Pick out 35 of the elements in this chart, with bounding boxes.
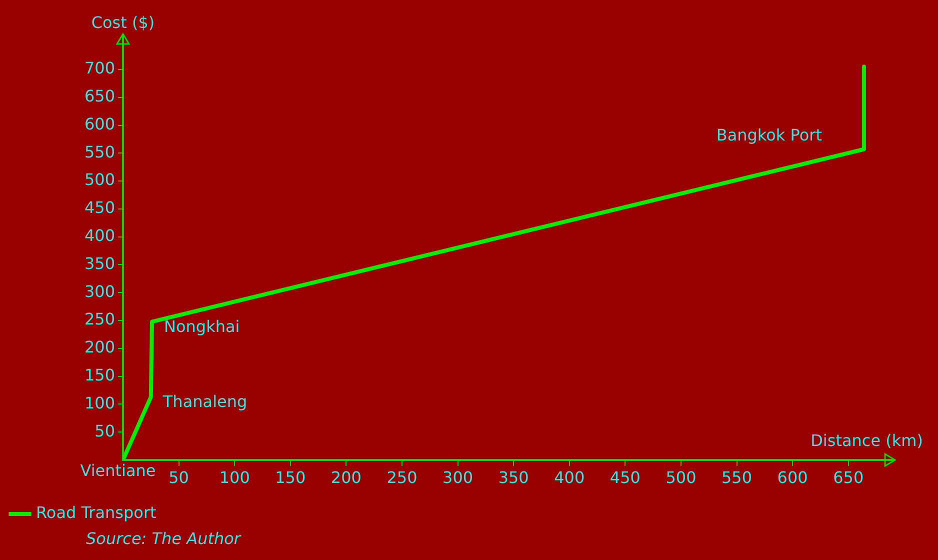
x-tick-label: 500 (666, 468, 696, 487)
legend-label: Road Transport (36, 503, 156, 522)
x-tick-label: 250 (386, 468, 418, 487)
x-tick-label: 400 (554, 468, 585, 487)
x-tick-label: 300 (442, 468, 474, 487)
y-tick-label: 350 (84, 254, 115, 273)
annotation: Bangkok Port (716, 125, 822, 144)
x-tick-label: 600 (777, 468, 808, 487)
x-tick-label: 550 (721, 468, 752, 487)
y-tick-label: 700 (84, 58, 115, 78)
x-tick-label: 350 (498, 468, 529, 487)
x-tick-label: 150 (275, 468, 306, 487)
y-tick-label: 550 (84, 142, 115, 162)
y-tick-label: 150 (84, 365, 115, 384)
x-tick-label: 650 (833, 468, 864, 487)
y-tick-label: 450 (84, 198, 115, 218)
x-axis-title: Distance (km) (810, 431, 923, 450)
y-tick-label: 600 (84, 114, 115, 134)
annotation: Vientiane (80, 461, 156, 480)
x-tick-label: 450 (610, 468, 640, 487)
annotation: Nongkhai (164, 316, 240, 336)
annotation: Thanaleng (162, 392, 248, 412)
x-tick-label: 100 (219, 468, 250, 487)
y-tick-label: 500 (84, 170, 115, 190)
y-axis-title: Cost ($) (91, 13, 155, 32)
x-tick-label: 200 (330, 468, 362, 487)
source-note: Source: The Author (86, 529, 242, 548)
y-tick-label: 50 (94, 421, 115, 440)
y-tick-label: 300 (84, 282, 115, 301)
y-tick-label: 100 (84, 393, 115, 412)
y-tick-label: 650 (84, 86, 115, 106)
y-tick-label: 200 (84, 338, 115, 357)
x-tick-label: 50 (168, 468, 189, 487)
y-tick-label: 400 (84, 226, 115, 245)
y-tick-label: 250 (84, 310, 115, 329)
